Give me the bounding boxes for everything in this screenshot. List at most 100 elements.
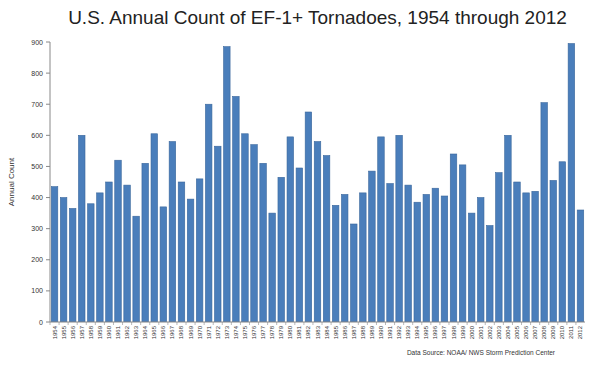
- x-tick: [231, 322, 232, 325]
- bar: [305, 112, 312, 322]
- x-tick: [303, 322, 304, 325]
- x-tick-label: 1969: [188, 325, 194, 339]
- bar: [278, 177, 285, 322]
- y-tick-label: 100: [31, 287, 43, 294]
- y-tick: [46, 259, 50, 260]
- x-tick-label: 1971: [206, 325, 212, 339]
- bar: [323, 156, 330, 322]
- x-tick: [158, 322, 159, 325]
- x-tick-label: 1998: [451, 325, 457, 339]
- x-tick-label: 1961: [115, 325, 121, 339]
- y-tick: [46, 228, 50, 229]
- x-tick-label: 1967: [169, 325, 175, 339]
- x-tick-label: 2008: [541, 325, 547, 339]
- x-tick-label: 2003: [496, 325, 502, 339]
- x-tick: [113, 322, 114, 325]
- x-tick: [104, 322, 105, 325]
- bar: [178, 182, 185, 322]
- bar: [214, 146, 221, 322]
- x-tick-label: 1986: [342, 325, 348, 339]
- x-tick: [186, 322, 187, 325]
- x-tick-label: 1990: [378, 325, 384, 339]
- x-tick-label: 1992: [396, 325, 402, 339]
- x-tick-label: 2001: [478, 325, 484, 339]
- x-tick-label: 1972: [215, 325, 221, 339]
- x-tick: [312, 322, 313, 325]
- x-tick: [222, 322, 223, 325]
- x-tick: [566, 322, 567, 325]
- x-tick-label: 1996: [432, 325, 438, 339]
- x-tick: [521, 322, 522, 325]
- bar: [477, 198, 484, 322]
- x-tick: [149, 322, 150, 325]
- bar: [205, 104, 212, 322]
- bar: [351, 224, 358, 322]
- x-tick: [557, 322, 558, 325]
- bar: [559, 162, 566, 322]
- x-tick: [213, 322, 214, 325]
- bar: [532, 191, 539, 322]
- y-tick-label: 700: [31, 101, 43, 108]
- bar: [242, 134, 249, 322]
- bar: [224, 47, 231, 322]
- x-tick: [385, 322, 386, 325]
- x-tick: [68, 322, 69, 325]
- x-tick-label: 1963: [133, 325, 139, 339]
- x-tick-label: 2005: [514, 325, 520, 339]
- bar: [550, 180, 557, 322]
- y-axis: [50, 42, 51, 322]
- y-tick-label: 300: [31, 225, 43, 232]
- x-axis: [50, 322, 585, 323]
- bar: [423, 194, 430, 322]
- y-tick: [46, 166, 50, 167]
- x-tick: [167, 322, 168, 325]
- x-tick-label: 2009: [550, 325, 556, 339]
- x-tick-label: 1970: [197, 325, 203, 339]
- bar: [541, 103, 548, 322]
- x-tick: [403, 322, 404, 325]
- x-tick: [494, 322, 495, 325]
- x-tick: [503, 322, 504, 325]
- x-tick: [50, 322, 51, 325]
- x-tick: [240, 322, 241, 325]
- source-note: Data Source: NOAA/ NWS Storm Prediction …: [407, 349, 556, 356]
- y-tick-label: 800: [31, 70, 43, 77]
- chart: U.S. Annual Count of EF-1+ Tornadoes, 19…: [0, 0, 600, 372]
- x-tick: [140, 322, 141, 325]
- x-tick-label: 1956: [70, 325, 76, 339]
- bar: [115, 160, 122, 322]
- bar: [369, 171, 376, 322]
- x-tick-label: 1997: [441, 325, 447, 339]
- x-tick: [285, 322, 286, 325]
- x-tick: [195, 322, 196, 325]
- x-tick-label: 1993: [405, 325, 411, 339]
- x-tick: [376, 322, 377, 325]
- x-tick: [394, 322, 395, 325]
- x-tick: [467, 322, 468, 325]
- bar: [133, 216, 140, 322]
- y-tick: [46, 42, 50, 43]
- x-tick: [485, 322, 486, 325]
- x-tick-label: 1954: [52, 325, 58, 339]
- x-tick-label: 1999: [460, 325, 466, 339]
- x-tick: [77, 322, 78, 325]
- x-tick-label: 1984: [324, 325, 330, 339]
- bar: [441, 196, 448, 322]
- x-tick-label: 1960: [106, 325, 112, 339]
- x-tick: [249, 322, 250, 325]
- bar: [151, 134, 158, 322]
- x-tick-label: 1959: [97, 325, 103, 339]
- x-tick: [95, 322, 96, 325]
- x-tick: [331, 322, 332, 325]
- x-tick-label: 1975: [242, 325, 248, 339]
- x-tick: [458, 322, 459, 325]
- bar: [69, 208, 76, 322]
- x-tick: [122, 322, 123, 325]
- x-tick-label: 1981: [296, 325, 302, 339]
- x-tick-label: 1973: [224, 325, 230, 339]
- x-tick: [294, 322, 295, 325]
- x-tick: [267, 322, 268, 325]
- bar: [196, 179, 203, 322]
- x-tick-label: 1995: [423, 325, 429, 339]
- x-tick-label: 1985: [333, 325, 339, 339]
